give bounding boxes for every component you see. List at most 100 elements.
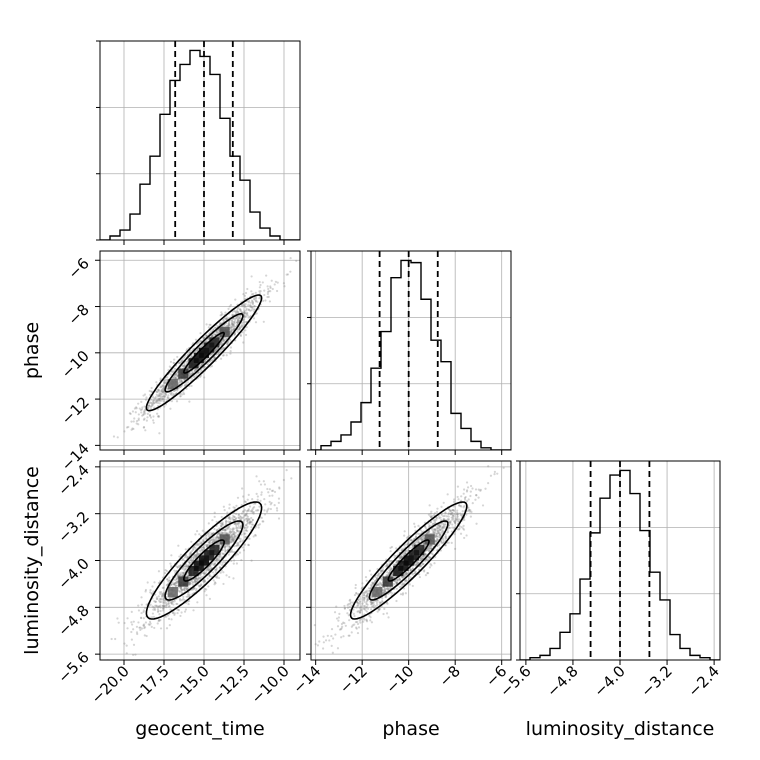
sample-point <box>240 512 244 515</box>
sample-point <box>201 343 205 346</box>
sample-point <box>217 536 220 539</box>
sample-point <box>167 580 170 583</box>
sample-point <box>215 536 218 539</box>
sample-point <box>247 301 250 304</box>
sample-point <box>392 576 395 579</box>
sample-point <box>209 323 212 326</box>
sample-point <box>196 578 199 582</box>
sample-point <box>223 509 226 512</box>
sample-point <box>195 374 198 377</box>
sample-point <box>240 558 243 562</box>
sample-point <box>255 475 258 478</box>
sample-point <box>180 379 183 383</box>
sample-point <box>432 531 435 534</box>
sample-point <box>371 601 374 604</box>
sample-point <box>376 573 380 577</box>
sample-point <box>193 546 196 549</box>
sample-point <box>395 581 398 585</box>
sample-point <box>208 540 211 543</box>
sample-point <box>410 539 413 542</box>
sample-point <box>142 624 145 627</box>
sample-point <box>208 531 211 534</box>
sample-point <box>209 533 212 537</box>
sample-point <box>189 582 192 585</box>
sample-point <box>224 544 227 548</box>
sample-point <box>428 556 431 559</box>
sample-point <box>228 517 231 520</box>
sample-point <box>181 558 184 561</box>
sample-point <box>155 401 158 404</box>
sample-point <box>451 516 454 519</box>
sample-point <box>201 549 204 552</box>
sample-point <box>160 590 163 594</box>
sample-point <box>137 609 141 612</box>
sample-point <box>198 533 201 536</box>
sample-point <box>330 634 333 638</box>
sample-point <box>232 323 235 326</box>
sample-point <box>157 581 160 585</box>
sample-point <box>157 570 161 573</box>
sample-point <box>195 554 198 558</box>
sample-point <box>158 597 162 601</box>
sample-point <box>183 586 186 590</box>
sample-point <box>215 557 218 560</box>
sample-point <box>194 338 198 341</box>
sample-point <box>231 527 235 530</box>
sample-point <box>391 574 394 577</box>
sample-point <box>219 314 222 317</box>
sample-point <box>244 517 248 520</box>
sample-point <box>202 336 205 339</box>
sample-point <box>236 321 239 324</box>
sample-point <box>146 412 149 415</box>
sample-point <box>380 584 384 587</box>
sample-point <box>367 587 370 590</box>
sample-point <box>150 390 153 393</box>
sample-point <box>229 352 232 355</box>
sample-point <box>182 597 185 601</box>
sample-point <box>243 309 246 312</box>
sample-point <box>188 576 192 579</box>
sample-point <box>160 592 164 595</box>
sample-point <box>254 291 257 294</box>
sample-point <box>420 536 423 540</box>
sample-point <box>444 535 448 538</box>
sample-point <box>243 514 247 517</box>
sample-point <box>185 587 189 591</box>
sample-point <box>232 537 235 541</box>
sample-point <box>435 537 439 541</box>
sample-point <box>358 606 361 609</box>
sample-point <box>201 362 205 365</box>
sample-point <box>170 583 173 587</box>
sample-point <box>436 524 439 527</box>
sample-point <box>290 477 293 480</box>
sample-point <box>403 530 406 533</box>
sample-point <box>423 569 426 572</box>
sample-point <box>193 587 196 590</box>
sample-point <box>419 558 422 561</box>
sample-point <box>383 587 386 590</box>
sample-point <box>459 504 462 508</box>
sample-point <box>222 560 225 563</box>
sample-point <box>413 541 417 544</box>
sample-point <box>232 506 235 509</box>
sample-point <box>227 526 230 530</box>
sample-point <box>155 597 158 601</box>
sample-point <box>180 589 183 592</box>
sample-point <box>207 522 210 525</box>
sample-point <box>205 334 208 337</box>
sample-point <box>359 621 362 624</box>
sample-point <box>268 494 271 497</box>
sample-point <box>383 588 387 592</box>
sample-point <box>377 584 381 587</box>
sample-point <box>202 540 205 543</box>
sample-point <box>321 647 325 650</box>
sample-point <box>250 290 253 293</box>
sample-point <box>162 592 165 595</box>
sample-point <box>169 407 172 410</box>
sample-point <box>177 586 180 589</box>
sample-point <box>123 430 126 433</box>
sample-point <box>169 373 173 376</box>
sample-point <box>453 513 456 516</box>
sample-point <box>196 367 199 370</box>
sample-point <box>437 531 440 534</box>
